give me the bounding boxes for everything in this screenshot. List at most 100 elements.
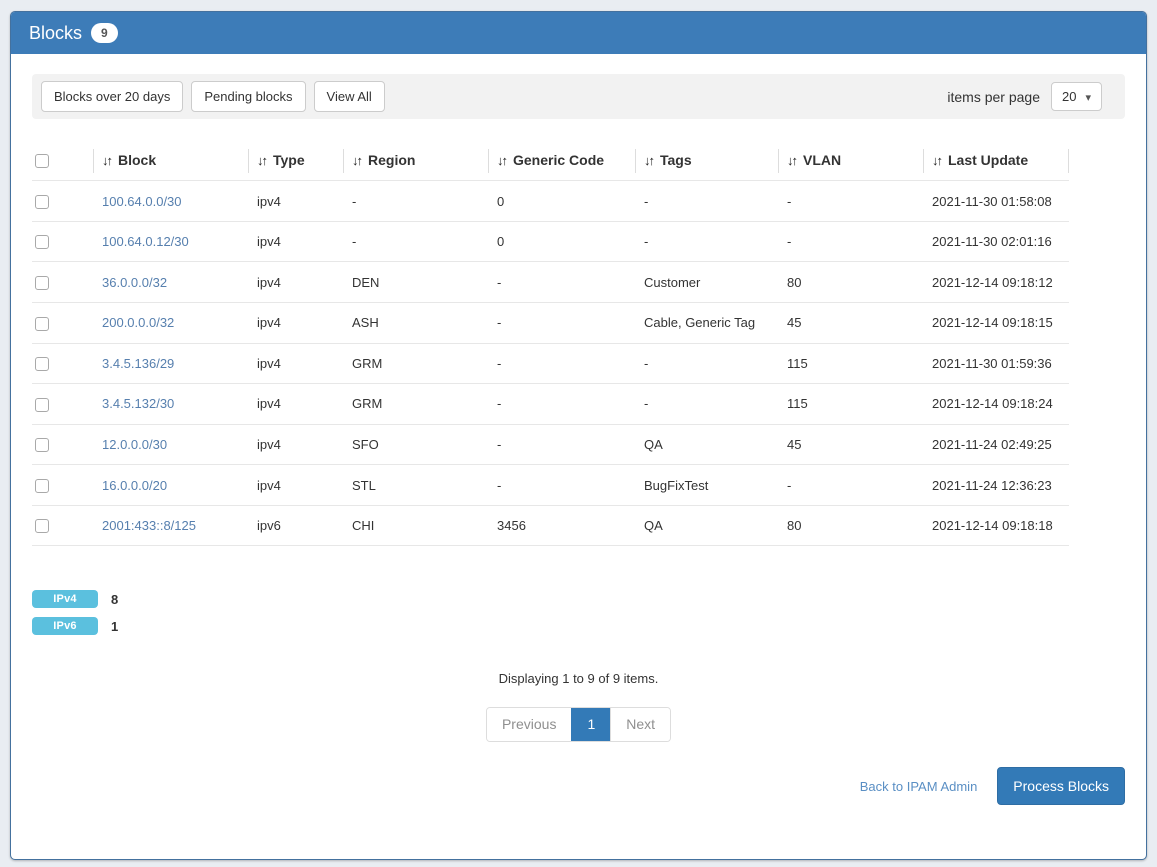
process-blocks-button[interactable]: Process Blocks xyxy=(997,767,1125,805)
tags-cell: BugFixTest xyxy=(636,465,779,506)
next-page-button[interactable]: Next xyxy=(610,708,670,741)
block-link[interactable]: 36.0.0.0/32 xyxy=(102,275,167,290)
table-row: 100.64.0.12/30 ipv4 - 0 - - 2021-11-30 0… xyxy=(32,221,1069,262)
last-update-cell: 2021-11-30 01:59:36 xyxy=(924,343,1069,384)
region-cell: - xyxy=(344,221,489,262)
last-update-cell: 2021-11-30 01:58:08 xyxy=(924,181,1069,222)
filter-button-group: Blocks over 20 days Pending blocks View … xyxy=(41,81,385,112)
table-header-row: Block Type Region Generic Code Tags VLAN… xyxy=(32,140,1069,181)
type-cell: ipv4 xyxy=(249,424,344,465)
row-checkbox[interactable] xyxy=(35,317,49,331)
table-row: 12.0.0.0/30 ipv4 SFO - QA 45 2021-11-24 … xyxy=(32,424,1069,465)
block-link[interactable]: 16.0.0.0/20 xyxy=(102,478,167,493)
sort-icon xyxy=(102,153,111,168)
region-cell: GRM xyxy=(344,343,489,384)
blocks-count-badge: 9 xyxy=(91,23,118,43)
row-checkbox[interactable] xyxy=(35,519,49,533)
generic-code-cell: - xyxy=(489,343,636,384)
column-header-vlan[interactable]: VLAN xyxy=(779,140,924,181)
table-row: 2001:433::8/125 ipv6 CHI 3456 QA 80 2021… xyxy=(32,505,1069,546)
vlan-cell: 115 xyxy=(779,384,924,425)
type-cell: ipv4 xyxy=(249,221,344,262)
tags-cell: - xyxy=(636,221,779,262)
previous-page-button[interactable]: Previous xyxy=(487,708,571,741)
column-header-type[interactable]: Type xyxy=(249,140,344,181)
region-cell: GRM xyxy=(344,384,489,425)
table-body: 100.64.0.0/30 ipv4 - 0 - - 2021-11-30 01… xyxy=(32,181,1069,546)
type-cell: ipv4 xyxy=(249,465,344,506)
block-link[interactable]: 200.0.0.0/32 xyxy=(102,315,174,330)
block-link[interactable]: 100.64.0.0/30 xyxy=(102,194,182,209)
pagination: Previous 1 Next xyxy=(486,707,671,742)
region-cell: DEN xyxy=(344,262,489,303)
block-link[interactable]: 3.4.5.132/30 xyxy=(102,396,174,411)
type-cell: ipv4 xyxy=(249,343,344,384)
row-checkbox[interactable] xyxy=(35,235,49,249)
column-header-region[interactable]: Region xyxy=(344,140,489,181)
region-cell: - xyxy=(344,181,489,222)
sort-icon xyxy=(787,153,796,168)
last-update-cell: 2021-12-14 09:18:18 xyxy=(924,505,1069,546)
page-title: Blocks xyxy=(29,23,82,44)
select-all-header xyxy=(32,140,94,181)
blocks-over-20-days-button[interactable]: Blocks over 20 days xyxy=(41,81,183,112)
tags-cell: Cable, Generic Tag xyxy=(636,302,779,343)
column-header-generic-code[interactable]: Generic Code xyxy=(489,140,636,181)
panel-header: Blocks 9 xyxy=(11,12,1146,54)
generic-code-cell: - xyxy=(489,424,636,465)
pagination-container: Previous 1 Next xyxy=(32,707,1125,742)
table-row: 36.0.0.0/32 ipv4 DEN - Customer 80 2021-… xyxy=(32,262,1069,303)
table-row: 16.0.0.0/20 ipv4 STL - BugFixTest - 2021… xyxy=(32,465,1069,506)
items-per-page-select[interactable]: 20 xyxy=(1051,82,1102,111)
panel-body: Blocks over 20 days Pending blocks View … xyxy=(11,54,1146,805)
last-update-cell: 2021-12-14 09:18:24 xyxy=(924,384,1069,425)
block-link[interactable]: 100.64.0.12/30 xyxy=(102,234,189,249)
last-update-cell: 2021-11-24 12:36:23 xyxy=(924,465,1069,506)
items-per-page-label: items per page xyxy=(947,89,1040,105)
last-update-cell: 2021-11-30 02:01:16 xyxy=(924,221,1069,262)
pending-blocks-button[interactable]: Pending blocks xyxy=(191,81,305,112)
block-link[interactable]: 2001:433::8/125 xyxy=(102,518,196,533)
vlan-cell: 80 xyxy=(779,262,924,303)
generic-code-cell: - xyxy=(489,302,636,343)
current-page-button[interactable]: 1 xyxy=(571,708,610,741)
display-status: Displaying 1 to 9 of 9 items. xyxy=(32,671,1125,686)
row-checkbox[interactable] xyxy=(35,398,49,412)
select-all-checkbox[interactable] xyxy=(35,154,49,168)
column-header-last-update[interactable]: Last Update xyxy=(924,140,1069,181)
row-checkbox[interactable] xyxy=(35,276,49,290)
generic-code-cell: - xyxy=(489,384,636,425)
tags-cell: QA xyxy=(636,505,779,546)
view-all-button[interactable]: View All xyxy=(314,81,385,112)
block-link[interactable]: 3.4.5.136/29 xyxy=(102,356,174,371)
region-cell: ASH xyxy=(344,302,489,343)
type-cell: ipv4 xyxy=(249,384,344,425)
generic-code-cell: 3456 xyxy=(489,505,636,546)
sort-icon xyxy=(257,153,266,168)
sort-icon xyxy=(497,153,506,168)
type-cell: ipv6 xyxy=(249,505,344,546)
vlan-cell: 115 xyxy=(779,343,924,384)
last-update-cell: 2021-11-24 02:49:25 xyxy=(924,424,1069,465)
row-checkbox[interactable] xyxy=(35,479,49,493)
type-summary: IPv4 8 IPv6 1 xyxy=(32,590,1125,635)
table-row: 3.4.5.132/30 ipv4 GRM - - 115 2021-12-14… xyxy=(32,384,1069,425)
vlan-cell: - xyxy=(779,221,924,262)
row-checkbox[interactable] xyxy=(35,195,49,209)
ipv4-count: 8 xyxy=(111,592,118,607)
column-header-block[interactable]: Block xyxy=(94,140,249,181)
type-cell: ipv4 xyxy=(249,181,344,222)
table-row: 200.0.0.0/32 ipv4 ASH - Cable, Generic T… xyxy=(32,302,1069,343)
row-checkbox[interactable] xyxy=(35,357,49,371)
back-to-ipam-admin-link[interactable]: Back to IPAM Admin xyxy=(860,779,978,794)
ipv4-summary-row: IPv4 8 xyxy=(32,590,1125,608)
footer-actions: Back to IPAM Admin Process Blocks xyxy=(32,767,1125,805)
block-link[interactable]: 12.0.0.0/30 xyxy=(102,437,167,452)
vlan-cell: - xyxy=(779,465,924,506)
blocks-panel: Blocks 9 Blocks over 20 days Pending blo… xyxy=(10,11,1147,860)
row-checkbox[interactable] xyxy=(35,438,49,452)
tags-cell: - xyxy=(636,181,779,222)
column-header-tags[interactable]: Tags xyxy=(636,140,779,181)
vlan-cell: 45 xyxy=(779,424,924,465)
table-row: 3.4.5.136/29 ipv4 GRM - - 115 2021-11-30… xyxy=(32,343,1069,384)
